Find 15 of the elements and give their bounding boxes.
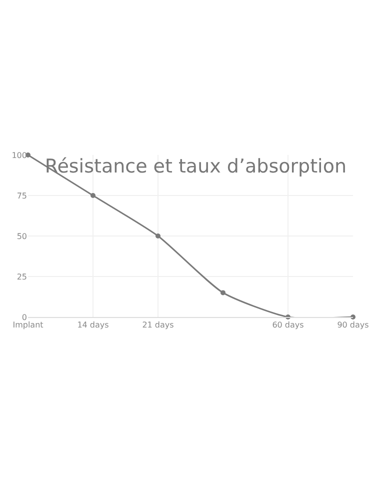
y-tick-label: 75	[16, 191, 27, 200]
y-tick-label: 50	[16, 232, 27, 241]
point	[156, 234, 160, 238]
x-tick-label: 21 days	[142, 320, 174, 330]
point	[220, 290, 226, 296]
chart-title: Résistance et taux d’absorption	[44, 155, 346, 178]
x-tick-label: 14 days	[77, 320, 109, 330]
x-tick-label: 60 days	[272, 320, 304, 330]
x-tick-label: Implant	[12, 320, 44, 330]
y-tick-label: 100	[12, 150, 27, 160]
y-tick-label: 25	[16, 272, 27, 282]
y-tick-label: 0	[22, 312, 27, 322]
x-tick-label: 90 days	[337, 320, 369, 330]
point	[350, 314, 356, 320]
point	[90, 193, 96, 198]
